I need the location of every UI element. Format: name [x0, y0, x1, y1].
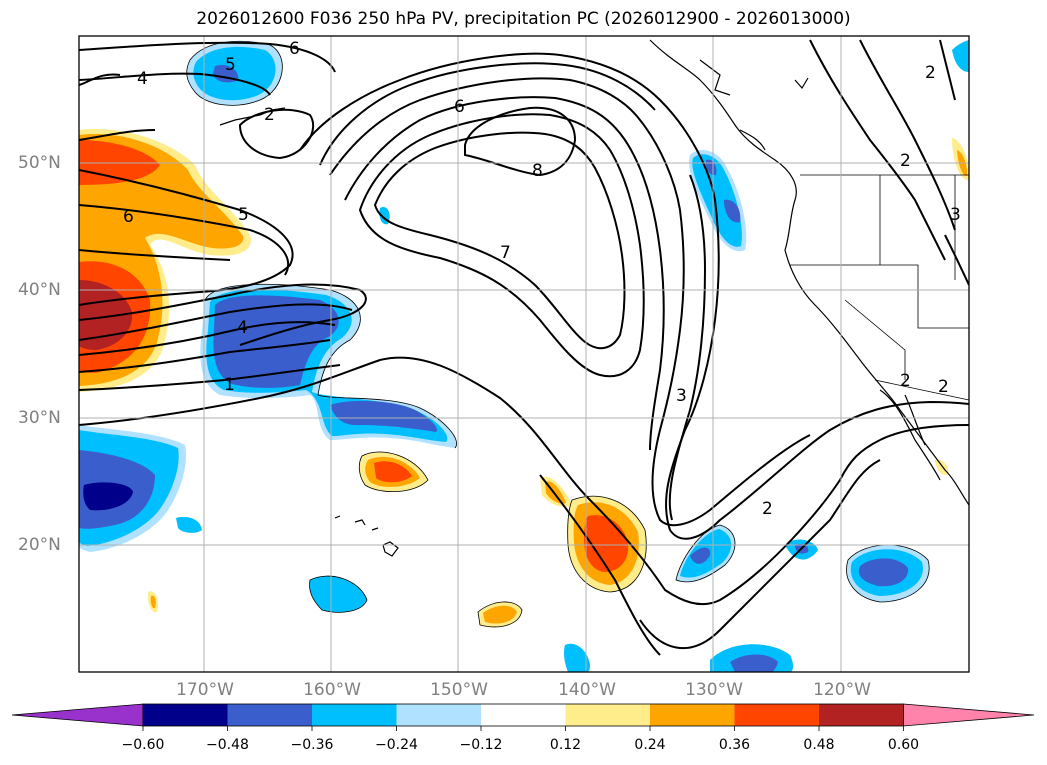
colorbar-segment	[565, 704, 650, 726]
pv-contour-label: 2	[925, 63, 936, 83]
lon-label: 170°W	[176, 680, 234, 700]
pv-contours	[79, 39, 969, 656]
colorbar	[11, 703, 1035, 731]
colorbar-segment	[227, 704, 312, 726]
colorbar-tick-label: −0.60	[121, 737, 165, 753]
pv-contour-label: 6	[454, 97, 465, 117]
pv-contour-label: 2	[762, 499, 773, 519]
pv-contour-label: 6	[123, 207, 134, 227]
lon-label: 120°W	[813, 680, 871, 700]
pv-contour-label: 7	[500, 243, 511, 263]
colorbar-tick-label: −0.48	[206, 737, 249, 753]
lat-label: 20°N	[18, 535, 61, 555]
pv-contour-label: 8	[532, 161, 543, 181]
colorbar-segment	[481, 704, 566, 726]
pv-contour-label: 2	[900, 151, 911, 171]
colorbar-extend-high	[903, 703, 1035, 727]
colorbar-extend-low	[11, 703, 144, 727]
colorbar-tick-label: −0.24	[375, 737, 418, 753]
pv-contour-label: 4	[137, 69, 148, 89]
pv-contour-label: 6	[289, 39, 300, 59]
pv-contour-label: 5	[238, 205, 249, 225]
colorbar-tick-label: 0.36	[718, 737, 751, 753]
lon-label: 130°W	[685, 680, 743, 700]
coastlines	[649, 39, 969, 506]
pv-contour-label: 3	[676, 386, 687, 406]
pv-contour-label: 2	[938, 377, 949, 397]
map-title: 2026012600 F036 250 hPa PV, precipitatio…	[196, 9, 851, 29]
gridlines	[79, 36, 969, 672]
lat-label: 40°N	[18, 280, 61, 300]
map-frame	[78, 35, 970, 673]
lon-label: 160°W	[303, 680, 361, 700]
lat-label: 50°N	[18, 153, 61, 173]
pv-contour-label: 2	[900, 371, 911, 391]
colorbar-tick-label: 0.48	[803, 737, 835, 753]
lat-label: 30°N	[18, 408, 61, 428]
pv-contour-label: 3	[950, 205, 961, 225]
colorbar-segment	[819, 704, 904, 726]
precip-positive-shading	[79, 129, 969, 627]
pv-contour-label: 4	[237, 318, 248, 338]
lon-label: 140°W	[558, 680, 616, 700]
pv-contour-label: 2	[264, 105, 275, 125]
colorbar-segment	[650, 704, 735, 726]
colorbar-segment	[396, 704, 481, 726]
colorbar-segment	[312, 704, 397, 726]
colorbar-tick-label: 0.12	[549, 737, 582, 753]
pv-contour-label: 1	[224, 375, 235, 395]
pv-contour-label: 5	[225, 55, 236, 75]
colorbar-tick-label: 0.24	[634, 737, 666, 753]
colorbar-segment	[143, 704, 228, 726]
colorbar-tick-label: 0.60	[887, 737, 920, 753]
colorbar-segment	[734, 704, 819, 726]
colorbar-tick-label: −0.36	[290, 737, 334, 753]
country-borders	[790, 174, 969, 401]
lon-label: 150°W	[430, 680, 488, 700]
colorbar-tick-label: −0.12	[459, 737, 503, 753]
